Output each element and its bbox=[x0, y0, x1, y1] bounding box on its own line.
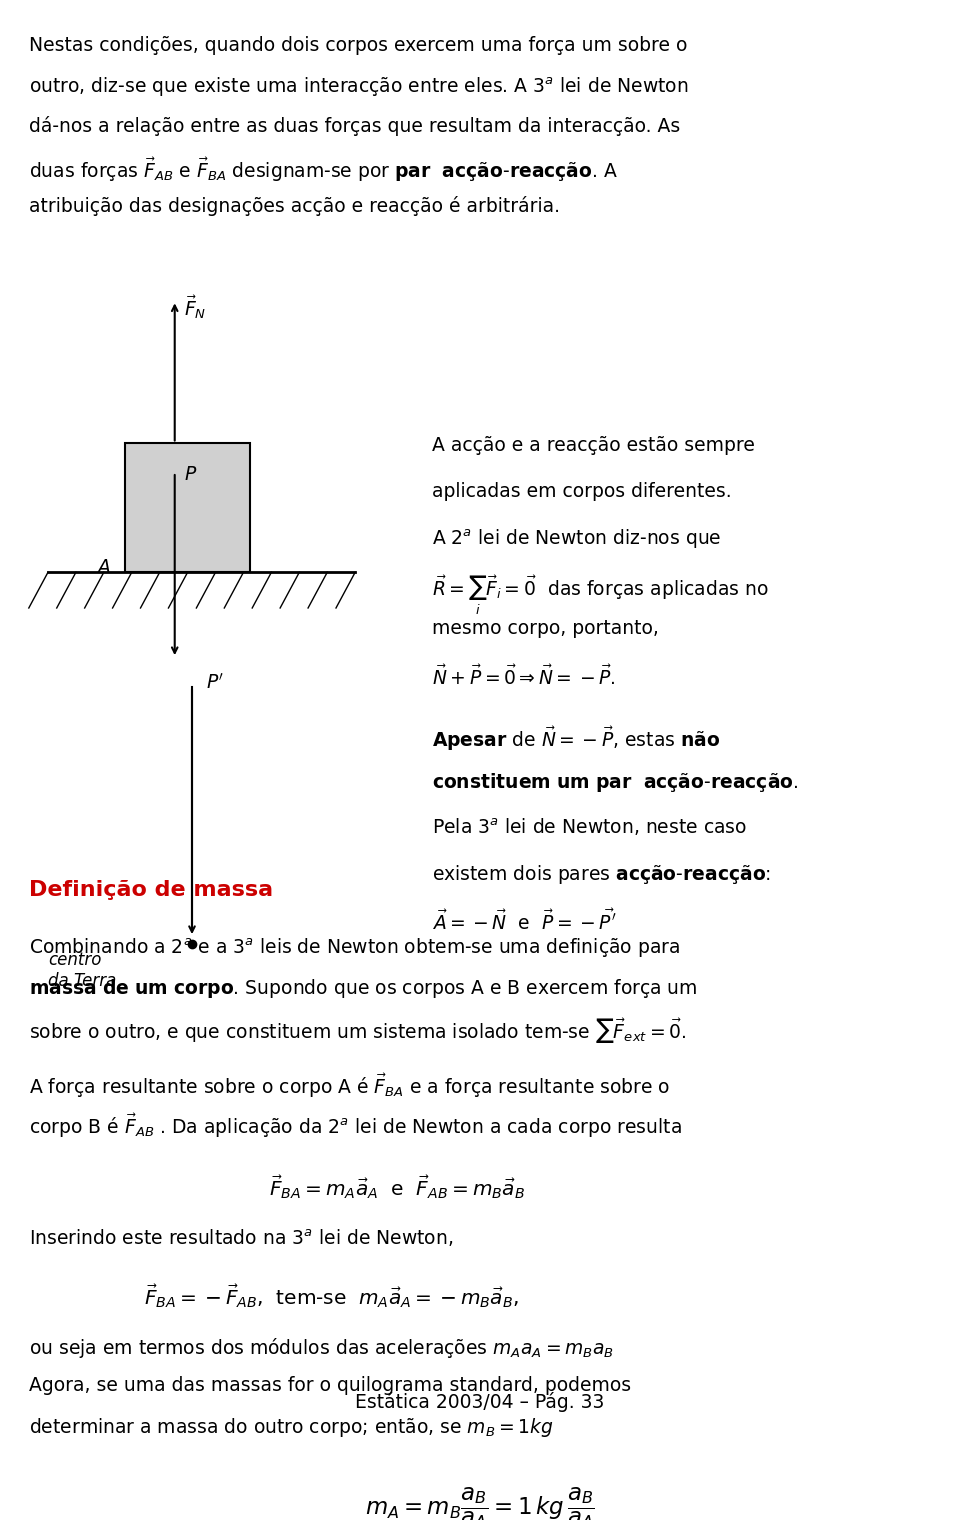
Text: Estática 2003/04 – Pág. 33: Estática 2003/04 – Pág. 33 bbox=[355, 1392, 605, 1412]
Text: corpo B é $\vec{F}_{AB}$ . Da aplicação da 2$^a$ lei de Newton a cada corpo resu: corpo B é $\vec{F}_{AB}$ . Da aplicação … bbox=[29, 1111, 682, 1140]
Text: $\vec{R} = \sum_i \vec{F}_i = \vec{0}$  das forças aplicadas no: $\vec{R} = \sum_i \vec{F}_i = \vec{0}$ d… bbox=[432, 573, 769, 617]
Text: ou seja em termos dos módulos das acelerações $m_A a_A = m_B a_B$: ou seja em termos dos módulos das aceler… bbox=[29, 1336, 613, 1360]
Text: Pela 3$^a$ lei de Newton, neste caso: Pela 3$^a$ lei de Newton, neste caso bbox=[432, 816, 747, 838]
Text: $\vec{N} + \vec{P} = \vec{0} \Rightarrow \vec{N} = -\vec{P}$.: $\vec{N} + \vec{P} = \vec{0} \Rightarrow… bbox=[432, 666, 615, 690]
Text: dá-nos a relação entre as duas forças que resultam da interacção. As: dá-nos a relação entre as duas forças qu… bbox=[29, 116, 680, 135]
Text: $\vec{F}_{BA} = m_A \vec{a}_A$  e  $\vec{F}_{AB} = m_B \vec{a}_B$: $\vec{F}_{BA} = m_A \vec{a}_A$ e $\vec{F… bbox=[269, 1173, 525, 1201]
Text: Combinando a 2$^a$ e a 3$^a$ leis de Newton obtem-se uma definição para: Combinando a 2$^a$ e a 3$^a$ leis de New… bbox=[29, 936, 680, 961]
Text: Nestas condições, quando dois corpos exercem uma força um sobre o: Nestas condições, quando dois corpos exe… bbox=[29, 36, 687, 55]
Text: $A$: $A$ bbox=[96, 558, 110, 578]
Text: mesmo corpo, portanto,: mesmo corpo, portanto, bbox=[432, 620, 659, 638]
Text: $m_A = m_B \dfrac{a_B}{a_A} = 1\, kg\, \dfrac{a_B}{a_A}$: $m_A = m_B \dfrac{a_B}{a_A} = 1\, kg\, \… bbox=[365, 1485, 595, 1520]
Text: $\vec{F}_N$: $\vec{F}_N$ bbox=[184, 293, 206, 321]
Text: A força resultante sobre o corpo A é $\vec{F}_{BA}$ e a força resultante sobre o: A força resultante sobre o corpo A é $\v… bbox=[29, 1072, 670, 1099]
Text: Definição de massa: Definição de massa bbox=[29, 880, 273, 900]
Bar bbox=[125, 444, 250, 572]
Text: $\vec{A} = -\vec{N}$  e  $\vec{P} = -\vec{P'}$: $\vec{A} = -\vec{N}$ e $\vec{P} = -\vec{… bbox=[432, 909, 616, 933]
Text: $P$: $P$ bbox=[184, 465, 198, 483]
Text: A acção e a reacção estão sempre: A acção e a reacção estão sempre bbox=[432, 436, 755, 456]
Text: $\vec{F}_{BA} = -\vec{F}_{AB}$,  tem-se  $m_A \vec{a}_A = -m_B \vec{a}_B$,: $\vec{F}_{BA} = -\vec{F}_{AB}$, tem-se $… bbox=[144, 1281, 519, 1310]
Text: aplicadas em corpos diferentes.: aplicadas em corpos diferentes. bbox=[432, 482, 732, 502]
Text: $\mathbf{Apesar}$ de $\vec{N} = -\vec{P}$, estas $\mathbf{não}$: $\mathbf{Apesar}$ de $\vec{N} = -\vec{P}… bbox=[432, 725, 720, 754]
Text: Agora, se uma das massas for o quilograma standard, podemos: Agora, se uma das massas for o quilogram… bbox=[29, 1376, 631, 1395]
Text: duas forças $\vec{F}_{AB}$ e $\vec{F}_{BA}$ designam-se por $\mathbf{par\ \ acçã: duas forças $\vec{F}_{AB}$ e $\vec{F}_{B… bbox=[29, 157, 618, 184]
Text: outro, diz-se que existe uma interacção entre eles. A 3$^a$ lei de Newton: outro, diz-se que existe uma interacção … bbox=[29, 76, 688, 99]
Text: $P'$: $P'$ bbox=[206, 672, 225, 693]
Text: atribuição das designações acção e reacção é arbitrária.: atribuição das designações acção e reacç… bbox=[29, 196, 560, 216]
Text: sobre o outro, e que constituem um sistema isolado tem-se $\sum \vec{F}_{ext} = : sobre o outro, e que constituem um siste… bbox=[29, 1017, 686, 1046]
Text: determinar a massa do outro corpo; então, se $m_B = 1kg$: determinar a massa do outro corpo; então… bbox=[29, 1417, 554, 1439]
Text: A 2$^a$ lei de Newton diz-nos que: A 2$^a$ lei de Newton diz-nos que bbox=[432, 527, 721, 552]
Text: existem dois pares $\mathbf{acção\text{-}reacção}$:: existem dois pares $\mathbf{acção\text{-… bbox=[432, 863, 771, 886]
Text: Inserindo este resultado na 3$^a$ lei de Newton,: Inserindo este resultado na 3$^a$ lei de… bbox=[29, 1228, 453, 1249]
Text: $\mathbf{massa\ de\ um\ corpo}$. Supondo que os corpos A e B exercem força um: $\mathbf{massa\ de\ um\ corpo}$. Supondo… bbox=[29, 977, 697, 1000]
Text: $\mathbf{constituem\ um\ par\ \ acção\text{-}reacção}$.: $\mathbf{constituem\ um\ par\ \ acção\te… bbox=[432, 771, 799, 793]
Text: centro
da Terra: centro da Terra bbox=[48, 952, 116, 990]
